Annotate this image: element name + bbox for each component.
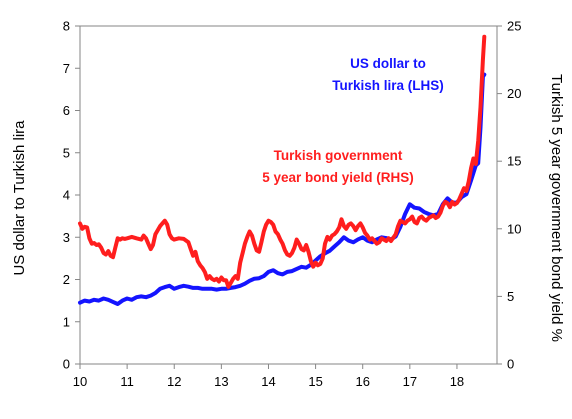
series-line-usd-try (78, 72, 487, 306)
x-tick-label: 12 (167, 374, 181, 389)
y-right-tick-label: 0 (507, 357, 514, 372)
series-line-bond-yield (78, 34, 487, 289)
series-layer (78, 34, 487, 306)
y-right-tick-label: 5 (507, 289, 514, 304)
y-left-tick-label: 8 (63, 19, 70, 34)
x-tick-label: 11 (120, 374, 134, 389)
y-axis-right-title: Turkish 5 year government bond yield % (548, 74, 565, 342)
y-right-tick-label: 20 (507, 86, 521, 101)
y-right-tick-label: 15 (507, 154, 521, 169)
y-left-tick-label: 2 (63, 272, 70, 287)
annotation-bond-line1: Turkish government (274, 148, 403, 163)
x-tick-label: 17 (403, 374, 417, 389)
annotation-bond-line2: 5 year bond yield (RHS) (262, 170, 414, 185)
x-tick-label: 10 (73, 374, 87, 389)
x-tick-label: 16 (355, 374, 369, 389)
y-left-tick-label: 4 (63, 188, 70, 203)
labels: US dollar to Turkish lira (LHS) Turkish go… (262, 56, 444, 185)
y-left-tick-label: 6 (63, 103, 70, 118)
y-left-tick-label: 3 (63, 230, 70, 245)
x-tick-label: 14 (261, 374, 275, 389)
annotation-usd-line2: Turkish lira (LHS) (332, 78, 444, 93)
x-tick-label: 15 (308, 374, 322, 389)
x-tick-label: 13 (214, 374, 228, 389)
y-right-tick-label: 25 (507, 19, 521, 34)
y-left-tick-label: 7 (63, 61, 70, 76)
y-axis-left-title: US dollar to Turkish lira (11, 120, 28, 276)
y-right-tick-label: 10 (507, 221, 521, 236)
annotation-usd-line1: US dollar to (350, 56, 426, 71)
y-left-tick-label: 5 (63, 145, 70, 160)
y-left-tick-label: 1 (63, 314, 70, 329)
y-left-tick-label: 0 (63, 357, 70, 372)
x-tick-label: 18 (450, 374, 464, 389)
